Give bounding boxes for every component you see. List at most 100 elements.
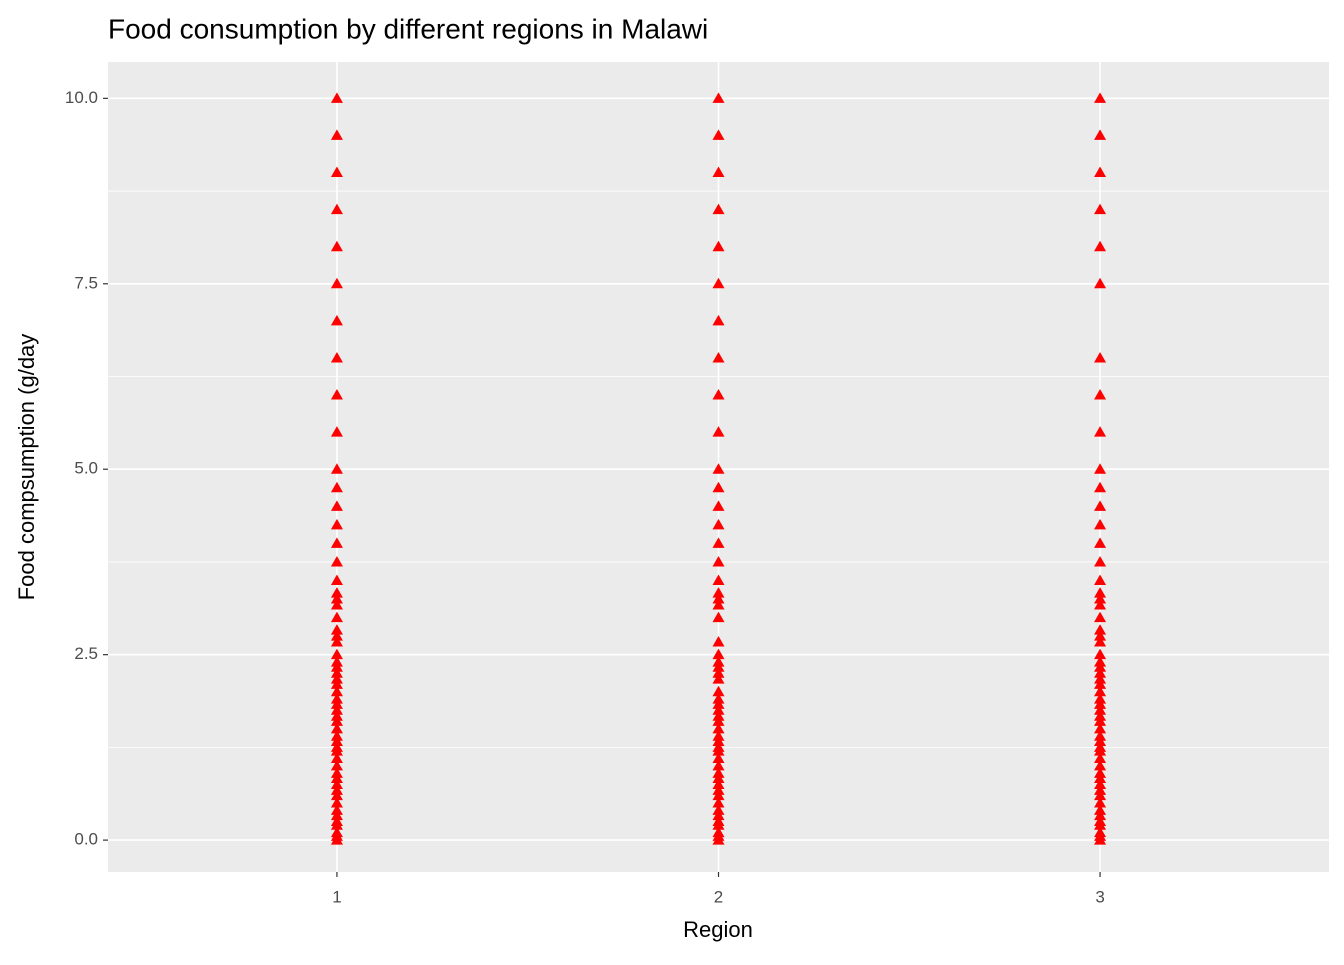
point [330,834,343,845]
point [1094,715,1107,726]
point [1094,574,1107,585]
point [712,598,725,610]
point [712,240,725,252]
point [330,481,343,493]
point [1094,624,1107,635]
point [712,129,725,140]
point [330,735,343,746]
point [712,752,725,764]
point [330,630,343,641]
point [712,673,725,684]
point [330,759,343,771]
point [330,129,343,140]
point [712,745,725,756]
y-axis-title: Food compsumption (g/day [14,334,39,601]
point [330,698,343,709]
point [330,351,343,363]
point [1094,611,1107,623]
x-tick-label: 1 [332,887,341,906]
point [330,715,343,726]
point [712,518,725,530]
point [330,203,343,215]
point [1094,759,1107,771]
point [712,704,725,715]
point [712,735,725,746]
point [712,593,725,604]
point [712,685,725,697]
x-axis-title: Region [683,917,753,942]
point [1094,752,1107,764]
point [712,834,725,845]
point [712,351,725,363]
chart-title: Food consumption by different regions in… [108,13,708,44]
point [1094,630,1107,641]
point [712,759,725,771]
point [330,92,343,103]
point [330,593,343,604]
point [330,648,343,660]
point [712,574,725,585]
point [712,797,725,808]
point [712,555,725,567]
point [712,667,725,678]
point [1094,797,1107,808]
y-tick-label: 5.0 [74,459,98,478]
point [1094,500,1107,511]
point [1094,698,1107,709]
point [1094,745,1107,756]
point [330,518,343,530]
point [1094,426,1107,437]
y-tick-label: 7.5 [74,273,98,292]
point [712,661,725,672]
point [712,389,725,400]
point [330,819,343,830]
point [1094,463,1107,474]
y-tick-label: 2.5 [74,644,98,663]
point [1094,277,1107,289]
point [330,752,343,764]
point [712,715,725,726]
point [330,636,343,647]
point [712,587,725,598]
point [330,789,343,801]
point [712,778,725,789]
point [330,797,343,808]
point [712,203,725,215]
point [1094,722,1107,734]
point [330,745,343,756]
point [1094,203,1107,215]
point [1094,389,1107,400]
point [330,624,343,635]
point [1094,648,1107,660]
point [1094,481,1107,493]
axes: 0.0 2.5 5.0 7.5 10.0 1 2 3 [65,88,1105,907]
point [712,463,725,474]
point [712,611,725,623]
point [330,426,343,437]
point [712,277,725,289]
point [330,555,343,567]
point [330,667,343,678]
point [712,772,725,784]
point [712,809,725,821]
point [712,426,725,437]
point [1094,598,1107,610]
point [330,500,343,511]
point [1094,809,1107,821]
point [330,772,343,784]
point [330,537,343,548]
point [712,537,725,548]
point [330,661,343,672]
point [1094,166,1107,178]
x-tick-label: 2 [714,887,723,906]
point [330,611,343,623]
point [330,778,343,789]
point [1094,636,1107,647]
point [1094,537,1107,548]
point [330,598,343,610]
point [712,819,725,830]
point [330,587,343,598]
point [330,722,343,734]
point [1094,834,1107,845]
